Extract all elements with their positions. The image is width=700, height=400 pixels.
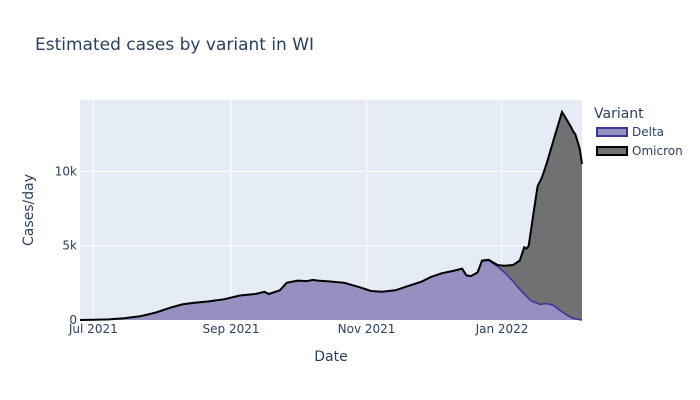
y-tick-label-2: 10k bbox=[55, 164, 77, 178]
y-axis-title: Cases/day bbox=[21, 174, 37, 246]
omicron-line bbox=[79, 109, 583, 321]
x-tick-label-0: Jul 2021 bbox=[68, 322, 118, 336]
y-tick-label-0: 0 bbox=[69, 313, 77, 327]
legend-label-omicron: Omicron bbox=[632, 144, 683, 158]
x-tick-label-1: Sep 2021 bbox=[203, 322, 260, 336]
omicron-area bbox=[80, 111, 582, 321]
x-tick-label-2: Nov 2021 bbox=[338, 322, 396, 336]
legend-swatch-omicron bbox=[596, 146, 628, 156]
legend-title: Variant bbox=[594, 106, 644, 122]
x-tick-label-3: Jan 2022 bbox=[475, 322, 529, 336]
delta-area bbox=[80, 260, 582, 320]
legend: Variant Delta Omicron bbox=[594, 106, 683, 158]
x-axis-title: Date bbox=[314, 349, 347, 365]
y-axis-ticks: 0 5k 10k bbox=[55, 164, 77, 327]
x-axis-ticks: Jul 2021 Sep 2021 Nov 2021 Jan 2022 bbox=[68, 322, 529, 336]
legend-label-delta: Delta bbox=[632, 125, 664, 139]
gridlines bbox=[80, 100, 582, 320]
chart-title: Estimated cases by variant in WI bbox=[35, 35, 314, 55]
data-areas bbox=[79, 109, 583, 321]
legend-swatch-delta bbox=[596, 127, 628, 137]
y-tick-label-1: 5k bbox=[62, 239, 77, 253]
